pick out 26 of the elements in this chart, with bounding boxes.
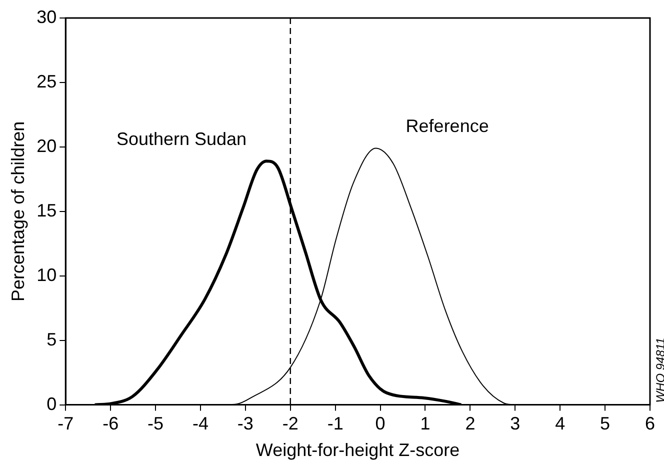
x-tick-label: -2 bbox=[282, 414, 298, 434]
y-tick-label: 25 bbox=[36, 71, 57, 92]
y-tick-label: 10 bbox=[36, 264, 57, 285]
y-tick-label: 5 bbox=[46, 329, 57, 350]
x-tick-label: 1 bbox=[420, 414, 430, 434]
x-tick-label: 4 bbox=[555, 414, 566, 434]
y-axis-title: Percentage of children bbox=[8, 121, 28, 302]
y-tick-label: 30 bbox=[36, 6, 57, 27]
x-tick-label: -5 bbox=[148, 414, 164, 434]
x-tick-label: -4 bbox=[192, 414, 208, 434]
x-tick-label: 0 bbox=[375, 414, 386, 434]
x-tick-label: 3 bbox=[510, 414, 520, 434]
x-tick-label: -1 bbox=[327, 414, 344, 434]
x-tick-label: 5 bbox=[600, 414, 610, 434]
x-tick-label: 2 bbox=[465, 414, 476, 434]
x-tick-label: 6 bbox=[644, 414, 656, 434]
y-tick-label: 15 bbox=[36, 200, 57, 220]
text: WHO 94811 bbox=[653, 338, 664, 403]
x-tick-label: -6 bbox=[102, 414, 119, 434]
x-tick-label: -3 bbox=[237, 414, 254, 434]
series-label: Reference bbox=[406, 116, 489, 136]
y-tick-label: 20 bbox=[36, 136, 57, 156]
x-axis-title: Weight-for-height Z-score bbox=[256, 440, 460, 460]
x-tick-label: -7 bbox=[58, 414, 74, 434]
series-label: Southern Sudan bbox=[116, 129, 247, 150]
y-tick-label: 0 bbox=[46, 394, 57, 414]
